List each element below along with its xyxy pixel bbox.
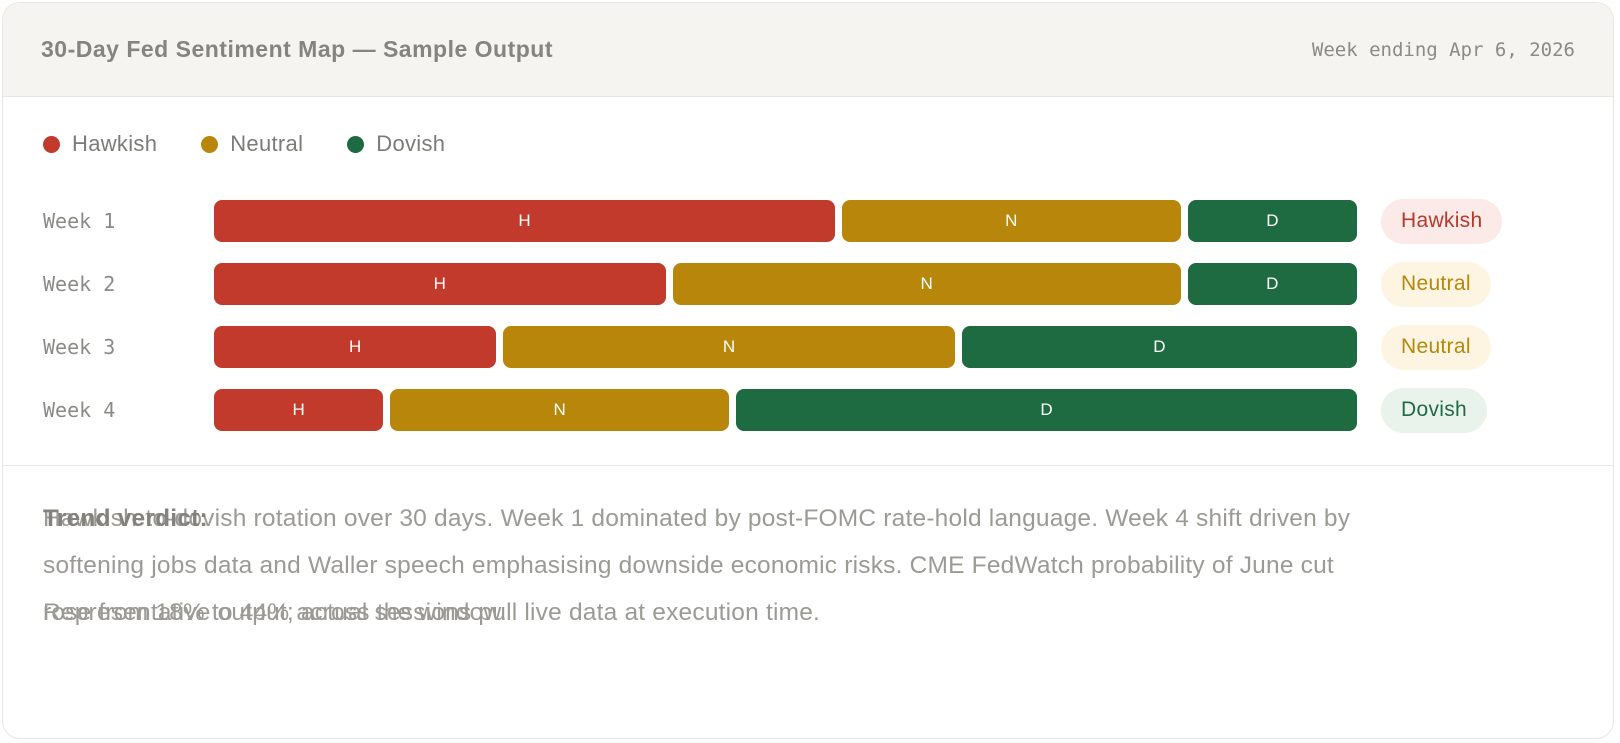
segment-dovish: D (1187, 200, 1357, 242)
verdict-cell: Hawkish (1381, 198, 1503, 244)
legend-item-dovish: Dovish (347, 131, 445, 157)
page-title: 30-Day Fed Sentiment Map — Sample Output (41, 36, 554, 62)
verdict-cell: Dovish (1381, 387, 1487, 433)
verdict-badge: Dovish (1381, 387, 1487, 433)
summary-line-3: rose from 18% to 44% across the window. (43, 599, 507, 626)
sentiment-row: Week 3 H N D Neutral (43, 324, 1573, 370)
trend-verdict-label: Trend verdict: (43, 505, 208, 532)
week-label: Week 2 (43, 272, 116, 296)
dovish-dot-icon (347, 135, 365, 153)
week-label: Week 4 (43, 398, 116, 422)
legend-label-hawkish: Hawkish (72, 131, 158, 156)
legend: Hawkish Neutral Dovish (43, 131, 1613, 157)
segment-neutral: N (390, 389, 730, 431)
segment-dovish: D (736, 389, 1357, 431)
legend-label-dovish: Dovish (376, 131, 446, 156)
legend-label-neutral: Neutral (230, 131, 304, 156)
legend-item-neutral: Neutral (201, 131, 303, 157)
segment-hawkish: H (214, 263, 666, 305)
verdict-cell: Neutral (1381, 324, 1491, 370)
week-label: Week 1 (43, 209, 116, 233)
segment-neutral: N (841, 200, 1181, 242)
verdict-badge: Hawkish (1381, 198, 1503, 244)
segment-hawkish: H (214, 326, 497, 368)
segment-hawkish: H (214, 389, 384, 431)
sentiment-row: Week 4 H N D Dovish (43, 387, 1573, 433)
summary-line-2: softening jobs data and Waller speech em… (43, 552, 1334, 579)
card-header: 30-Day Fed Sentiment Map — Sample Output… (3, 3, 1613, 97)
week-label: Week 3 (43, 335, 116, 359)
week-ending-date: Week ending Apr 6, 2026 (1311, 38, 1575, 61)
verdict-badge: Neutral (1381, 261, 1491, 307)
sentiment-row: Week 1 H N D Hawkish (43, 198, 1573, 244)
segment-dovish: D (1187, 263, 1357, 305)
segment-neutral: N (503, 326, 955, 368)
sentiment-row: Week 2 H N D Neutral (43, 261, 1573, 307)
segment-hawkish: H (214, 200, 835, 242)
trend-summary: Hawkish-to-dovish rotation over 30 days.… (43, 466, 1573, 636)
segment-dovish: D (961, 326, 1357, 368)
summary-line-1: Hawkish-to-dovish rotation over 30 days.… (43, 505, 1351, 532)
neutral-dot-icon (201, 135, 219, 153)
hawkish-dot-icon (43, 135, 60, 153)
segment-neutral: N (672, 263, 1181, 305)
legend-item-hawkish: Hawkish (43, 131, 157, 157)
disclaimer-footnote: Representative output; actual sessions p… (43, 599, 821, 626)
notes-section: Hawkish-to-dovish rotation over 30 days.… (3, 465, 1613, 696)
verdict-badge: Neutral (1381, 324, 1491, 370)
verdict-cell: Neutral (1381, 261, 1491, 307)
